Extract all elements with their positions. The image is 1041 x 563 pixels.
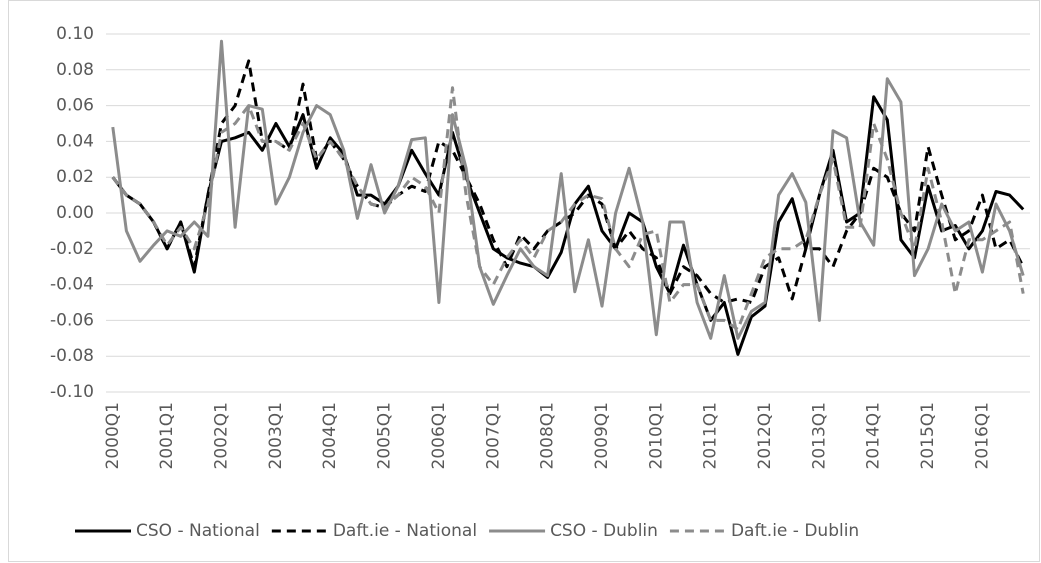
- x-tick-label: 2009Q1: [592, 402, 612, 469]
- series-line: [111, 86, 1025, 331]
- y-tick-label: 0.06: [56, 96, 94, 116]
- x-tick-label: 2005Q1: [375, 402, 395, 469]
- y-tick-label: -0.02: [50, 239, 94, 259]
- y-tick-label: 0.00: [56, 203, 94, 223]
- chart-border: [8, 0, 1040, 562]
- x-tick-label: 2012Q1: [755, 402, 775, 469]
- legend-label: Daft.ie - Dublin: [731, 521, 859, 541]
- x-tick-label: 2004Q1: [320, 402, 340, 469]
- y-tick-label: -0.10: [50, 382, 94, 402]
- x-tick-label: 2016Q1: [972, 402, 992, 469]
- x-tick-label: 2015Q1: [918, 402, 938, 469]
- x-tick-label: 2003Q1: [266, 402, 286, 469]
- x-tick-label: 2007Q1: [483, 402, 503, 469]
- y-tick-label: -0.06: [50, 310, 94, 330]
- x-tick-label: 2008Q1: [538, 402, 558, 469]
- series-line: [111, 39, 1025, 340]
- legend-label: Daft.ie - National: [333, 521, 477, 541]
- x-tick-label: 2002Q1: [212, 402, 232, 469]
- x-tick-label: 2010Q1: [646, 402, 666, 469]
- x-tick-label: 2001Q1: [157, 402, 177, 469]
- y-tick-label: 0.10: [56, 24, 94, 44]
- y-tick-label: 0.02: [56, 167, 94, 187]
- x-tick-label: 2000Q1: [103, 402, 123, 469]
- x-tick-label: 2014Q1: [864, 402, 884, 469]
- legend-label: CSO - Dublin: [550, 521, 658, 541]
- y-tick-label: 0.08: [56, 60, 94, 80]
- legend-label: CSO - National: [136, 521, 260, 541]
- y-tick-label: 0.04: [56, 131, 94, 151]
- x-tick-label: 2011Q1: [701, 402, 721, 469]
- x-tick-label: 2013Q1: [809, 402, 829, 469]
- y-tick-label: -0.04: [50, 275, 94, 295]
- y-tick-label: -0.08: [50, 346, 94, 366]
- x-tick-label: 2006Q1: [429, 402, 449, 469]
